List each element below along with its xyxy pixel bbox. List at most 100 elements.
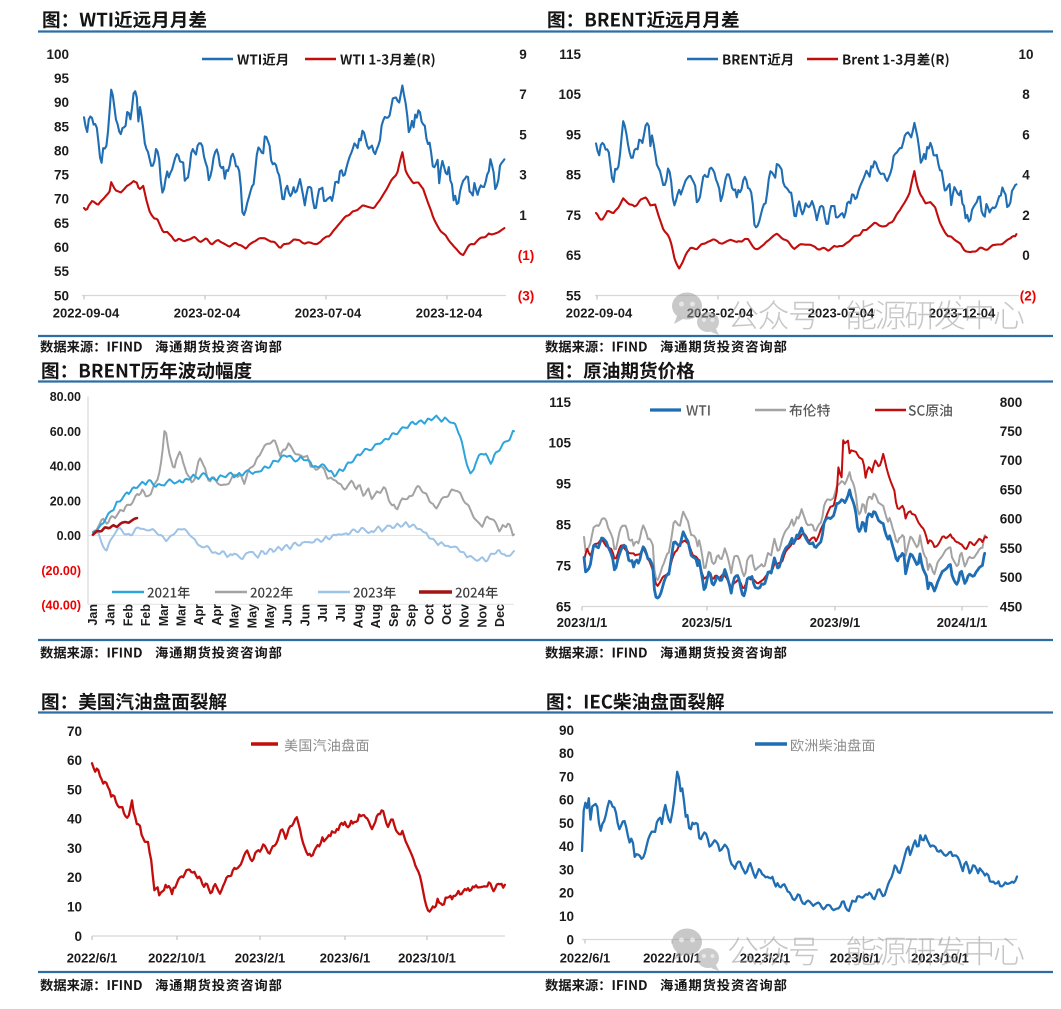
svg-text:650: 650: [1000, 482, 1023, 497]
svg-text:2023/5/1: 2023/5/1: [682, 615, 733, 630]
svg-text:Oct: Oct: [422, 603, 436, 625]
svg-text:65: 65: [566, 248, 582, 263]
svg-text:60: 60: [67, 753, 82, 768]
svg-text:70: 70: [67, 724, 82, 739]
svg-text:Jan: Jan: [104, 604, 118, 626]
svg-text:90: 90: [54, 95, 69, 110]
svg-text:10: 10: [1018, 47, 1033, 62]
svg-text:105: 105: [548, 436, 571, 451]
svg-text:2023/10/1: 2023/10/1: [398, 951, 456, 966]
svg-text:115: 115: [559, 47, 581, 62]
svg-text:30: 30: [67, 841, 82, 856]
svg-text:50: 50: [54, 288, 69, 303]
svg-text:0.00: 0.00: [57, 529, 81, 543]
svg-text:May: May: [245, 604, 259, 628]
svg-text:40: 40: [67, 812, 82, 827]
svg-text:8: 8: [1022, 87, 1030, 102]
svg-text:85: 85: [556, 518, 572, 533]
svg-text:50: 50: [559, 816, 574, 831]
svg-text:Feb: Feb: [121, 604, 135, 627]
svg-text:20: 20: [559, 886, 574, 901]
svg-text:550: 550: [1000, 541, 1023, 556]
svg-text:450: 450: [1000, 599, 1023, 614]
svg-text:2022/6/1: 2022/6/1: [67, 951, 118, 966]
svg-text:(3): (3): [518, 288, 535, 303]
svg-text:Jun: Jun: [281, 604, 295, 626]
svg-text:75: 75: [54, 168, 70, 183]
svg-text:Aug: Aug: [352, 604, 366, 628]
svg-text:(40.00): (40.00): [41, 599, 81, 613]
svg-text:Dec: Dec: [493, 604, 507, 627]
svg-text:50: 50: [67, 782, 82, 797]
svg-text:2023-07-04: 2023-07-04: [295, 306, 362, 321]
svg-text:40: 40: [559, 839, 574, 854]
svg-text:95: 95: [566, 127, 582, 142]
svg-text:100: 100: [46, 47, 69, 62]
svg-text:85: 85: [566, 168, 582, 183]
svg-text:2024/1/1: 2024/1/1: [937, 615, 988, 630]
svg-text:3: 3: [519, 168, 527, 183]
svg-text:(2): (2): [1020, 288, 1037, 303]
svg-text:10: 10: [559, 909, 574, 924]
svg-text:May: May: [263, 604, 277, 628]
svg-text:Apr: Apr: [210, 604, 224, 626]
svg-text:2023/9/1: 2023/9/1: [810, 615, 861, 630]
svg-text:2023-02-04: 2023-02-04: [174, 306, 241, 321]
svg-text:Jan: Jan: [86, 604, 100, 626]
svg-text:1: 1: [519, 208, 527, 223]
svg-text:55: 55: [54, 264, 70, 279]
svg-text:600: 600: [1000, 512, 1023, 527]
svg-text:65: 65: [556, 599, 572, 614]
svg-text:55: 55: [566, 288, 582, 303]
svg-text:80: 80: [559, 746, 574, 761]
svg-text:2023/1/1: 2023/1/1: [557, 615, 608, 630]
svg-text:750: 750: [1000, 424, 1023, 439]
svg-text:2022/6/1: 2022/6/1: [560, 951, 611, 966]
svg-text:10: 10: [67, 900, 82, 915]
svg-text:95: 95: [54, 71, 70, 86]
svg-text:0: 0: [566, 932, 574, 947]
svg-text:85: 85: [54, 119, 70, 134]
svg-text:20.00: 20.00: [50, 494, 81, 508]
svg-text:Jul: Jul: [316, 604, 330, 622]
svg-text:May: May: [228, 604, 242, 628]
svg-text:60: 60: [54, 240, 69, 255]
svg-text:9: 9: [519, 47, 527, 62]
svg-text:4: 4: [1022, 168, 1030, 183]
svg-text:30: 30: [559, 862, 574, 877]
svg-text:Oct: Oct: [440, 603, 454, 625]
svg-text:6: 6: [1022, 127, 1030, 142]
svg-text:5: 5: [519, 127, 527, 142]
svg-text:80.00: 80.00: [50, 390, 81, 404]
svg-text:(1): (1): [518, 248, 535, 263]
svg-text:500: 500: [1000, 570, 1023, 585]
svg-text:Nov: Nov: [458, 604, 472, 628]
svg-text:0: 0: [1022, 248, 1030, 263]
svg-text:60: 60: [559, 793, 574, 808]
svg-text:2022-09-04: 2022-09-04: [566, 306, 633, 321]
svg-text:70: 70: [54, 192, 69, 207]
svg-text:2022-09-04: 2022-09-04: [53, 306, 120, 321]
svg-text:Jun: Jun: [298, 604, 312, 626]
svg-text:Feb: Feb: [139, 604, 153, 627]
svg-text:2023/6/1: 2023/6/1: [320, 951, 371, 966]
svg-text:Mar: Mar: [157, 604, 171, 626]
svg-text:60.00: 60.00: [50, 425, 81, 439]
svg-text:0: 0: [74, 929, 82, 944]
svg-text:115: 115: [549, 395, 571, 410]
svg-text:800: 800: [1000, 395, 1023, 410]
svg-text:Mar: Mar: [175, 604, 189, 626]
svg-text:2: 2: [1022, 208, 1030, 223]
svg-text:80: 80: [54, 143, 69, 158]
svg-text:(20.00): (20.00): [41, 564, 81, 578]
svg-text:105: 105: [558, 87, 581, 102]
svg-text:Aug: Aug: [369, 604, 383, 628]
svg-text:Sep: Sep: [387, 604, 401, 627]
svg-text:2022/10/1: 2022/10/1: [148, 951, 206, 966]
svg-text:Apr: Apr: [192, 604, 206, 626]
svg-text:7: 7: [519, 87, 527, 102]
svg-text:40.00: 40.00: [50, 460, 81, 474]
svg-text:2023/2/1: 2023/2/1: [235, 951, 286, 966]
svg-text:Sep: Sep: [405, 604, 419, 627]
svg-text:20: 20: [67, 870, 82, 885]
